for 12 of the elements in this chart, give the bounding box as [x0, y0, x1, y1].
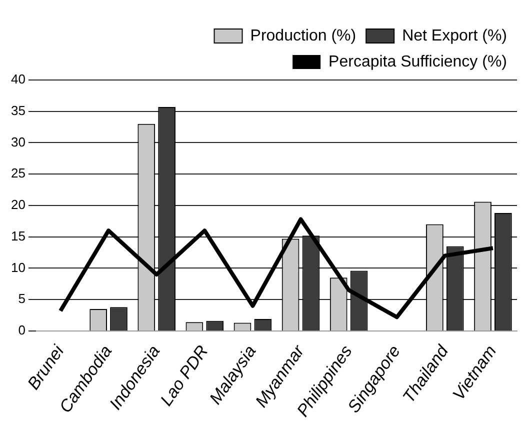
- y-tick-label: 5: [18, 291, 26, 306]
- y-tick-label: 15: [10, 228, 26, 244]
- y-tick-label: 20: [10, 197, 26, 212]
- y-tick-label: 30: [10, 134, 26, 150]
- y-tick-label: 0: [18, 322, 26, 338]
- y-tick-label: 25: [10, 166, 26, 181]
- legend-label: Production (%): [250, 27, 356, 44]
- y-tick-label: 35: [10, 102, 26, 118]
- y-tick-label: 10: [10, 260, 26, 275]
- y-tick-label: 40: [10, 72, 26, 87]
- legend-label: Net Export (%): [402, 27, 508, 44]
- legend-label: Percapita Sufficiency (%): [328, 53, 508, 70]
